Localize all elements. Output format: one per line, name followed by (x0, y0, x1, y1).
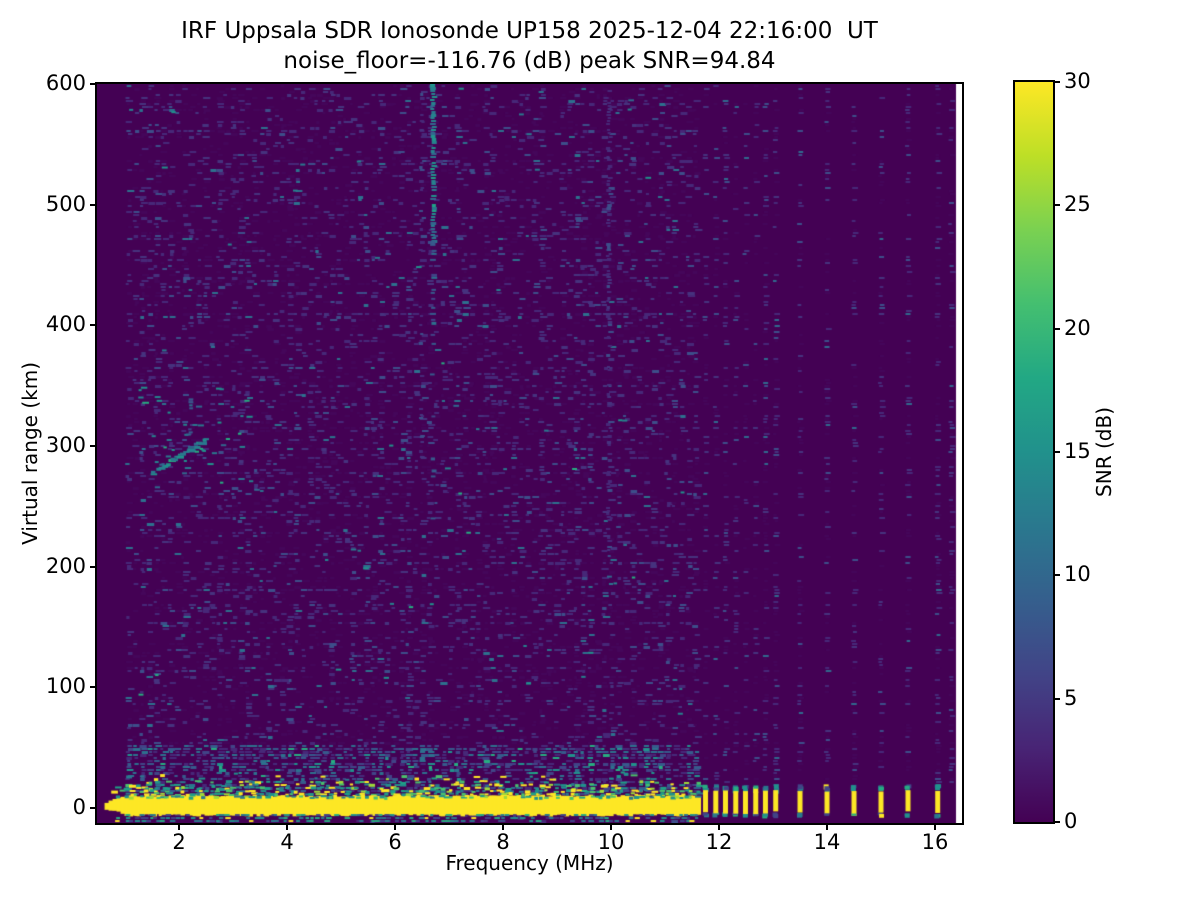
x-axis-tick (394, 825, 397, 830)
colorbar-tick-label: 20 (1064, 315, 1091, 340)
colorbar-tick (1055, 697, 1060, 700)
colorbar-tick (1055, 451, 1060, 453)
x-axis-tick-label: 4 (280, 830, 294, 854)
x-axis-tick-label: 14 (813, 830, 841, 854)
y-axis-tick-label: 300 (45, 433, 86, 458)
colorbar-tick-label: 15 (1064, 439, 1091, 463)
y-axis-tick-label: 600 (45, 71, 86, 95)
x-axis-tick (286, 825, 289, 830)
y-axis-tick (90, 324, 95, 327)
y-axis-tick (90, 83, 95, 85)
colorbar-tick (1055, 327, 1060, 330)
x-axis-tick (610, 825, 613, 830)
colorbar-tick-label: 30 (1064, 69, 1091, 93)
colorbar-tick (1055, 204, 1060, 207)
x-axis-tick-label: 6 (388, 830, 402, 854)
colorbar-gradient (1015, 82, 1053, 822)
y-axis-tick (90, 445, 95, 448)
chart-title: IRF Uppsala SDR Ionosonde UP158 2025-12-… (181, 18, 878, 44)
x-axis-tick (178, 825, 181, 830)
y-axis-tick-label: 500 (45, 191, 86, 216)
chart-subtitle: noise_floor=-116.76 (dB) peak SNR=94.84 (283, 48, 776, 74)
colorbar-tick-label: 25 (1064, 192, 1091, 217)
x-axis-tick-label: 16 (921, 830, 949, 854)
y-axis-tick (90, 807, 95, 810)
colorbar-tick-label: 5 (1064, 685, 1078, 710)
x-axis-tick (934, 825, 936, 830)
x-axis-tick-label: 12 (705, 830, 733, 854)
x-axis-tick (718, 825, 721, 830)
x-axis-tick-label: 8 (496, 830, 510, 854)
colorbar-tick-label: 0 (1064, 809, 1078, 833)
y-axis-tick (90, 686, 95, 689)
y-axis-tick-label: 100 (45, 674, 86, 699)
colorbar (1013, 80, 1055, 824)
colorbar-tick-label: 10 (1064, 562, 1091, 587)
plot-area (95, 82, 964, 825)
colorbar-tick (1055, 821, 1060, 823)
colorbar-tick (1055, 81, 1060, 83)
heatmap-canvas (97, 84, 962, 823)
x-axis-tick (502, 825, 505, 830)
x-axis-tick-label: 2 (172, 830, 186, 854)
y-axis-tick-label: 400 (45, 312, 86, 337)
y-axis-tick-label: 0 (72, 795, 86, 820)
y-axis-tick (90, 203, 95, 206)
colorbar-tick (1055, 574, 1060, 577)
x-axis-tick-label: 10 (597, 830, 625, 854)
y-axis-tick-label: 200 (45, 553, 86, 578)
x-axis-label: Frequency (MHz) (445, 851, 614, 875)
y-axis-tick (90, 565, 95, 568)
x-axis-tick (826, 825, 828, 830)
